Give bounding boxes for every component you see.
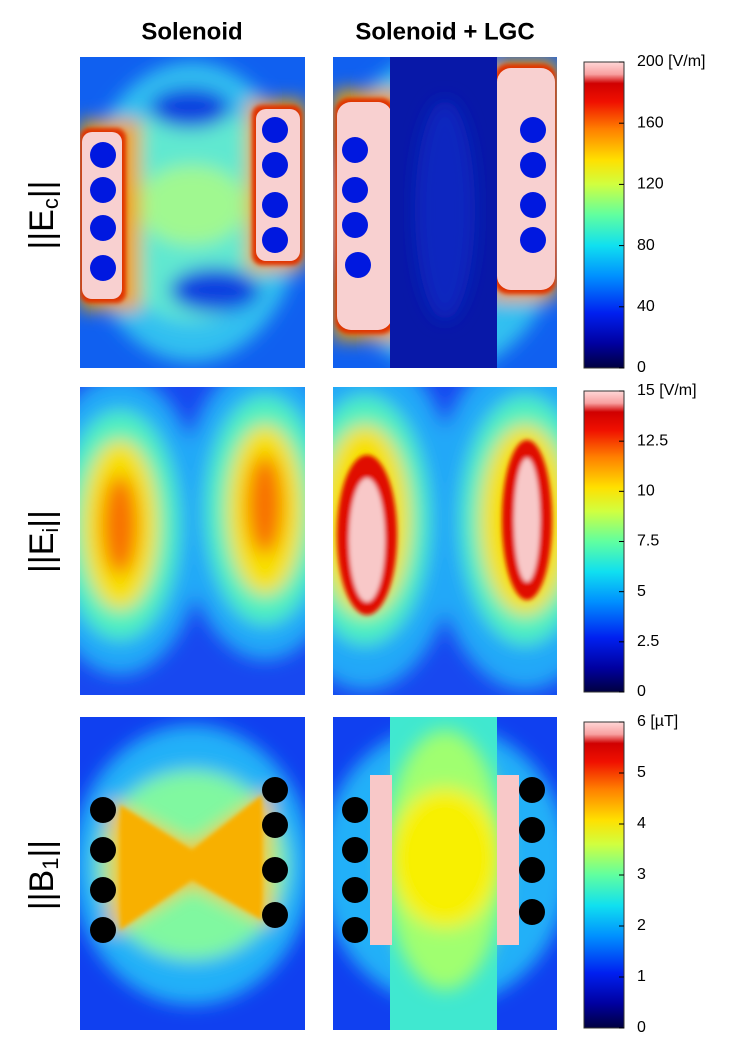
colorbar-tick-label: 4 — [637, 815, 646, 832]
field-map — [333, 387, 557, 695]
colorbar-tick-label: 5 — [637, 583, 646, 600]
colorbar-tick-label: 0 — [637, 1019, 646, 1036]
colorbar-tick-label: 0 — [637, 683, 646, 700]
row-label-part: || — [23, 510, 61, 528]
row-label-part: ||E — [23, 209, 61, 249]
field-map — [80, 717, 305, 1030]
colorbar-tick-label: 40 — [637, 298, 655, 315]
field-map — [80, 57, 305, 368]
row-label-part: || — [23, 180, 61, 198]
row-label-part: c — [38, 198, 63, 209]
field-map — [333, 57, 557, 368]
row-label-part: i — [38, 528, 63, 533]
colorbar-tick-label: 12.5 — [637, 432, 668, 449]
colorbar-tick-label: 0 — [637, 359, 646, 376]
row-label: ||B1|| — [23, 840, 63, 910]
colorbar — [583, 390, 625, 693]
colorbar — [583, 61, 625, 369]
row-label-part: 1 — [38, 858, 63, 870]
column-title: Solenoid — [141, 18, 242, 45]
colorbar-tick-label: 200 [V/m] — [637, 53, 705, 70]
column-title: Solenoid + LGC — [355, 18, 534, 45]
row-label-part: || — [23, 840, 61, 858]
colorbar-tick-label: 5 — [637, 764, 646, 781]
colorbar-tick-label: 6 [µT] — [637, 713, 678, 730]
colorbar-tick-label: 1 — [637, 968, 646, 985]
colorbar-tick-label: 2 — [637, 917, 646, 934]
row-label-part: ||B — [23, 870, 61, 910]
field-map — [333, 717, 557, 1030]
row-label: ||Ec|| — [23, 180, 63, 249]
row-label: ||Ei|| — [23, 510, 63, 573]
colorbar-tick-label: 15 [V/m] — [637, 382, 697, 399]
colorbar-tick-label: 120 — [637, 176, 664, 193]
colorbar-tick-label: 80 — [637, 237, 655, 254]
colorbar-tick-label: 160 — [637, 114, 664, 131]
colorbar-tick-label: 7.5 — [637, 533, 659, 550]
colorbar-tick-label: 2.5 — [637, 633, 659, 650]
colorbar — [583, 721, 625, 1029]
colorbar-tick-label: 10 — [637, 483, 655, 500]
colorbar-tick-label: 3 — [637, 866, 646, 883]
field-map — [80, 387, 305, 695]
row-label-part: ||E — [23, 533, 61, 573]
